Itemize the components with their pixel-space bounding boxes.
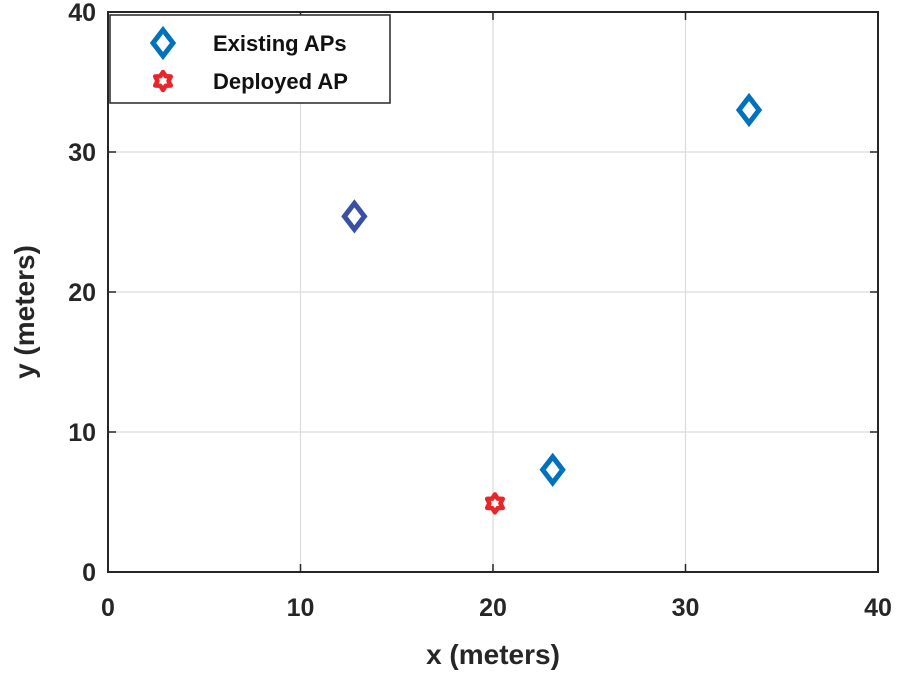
y-tick-label: 10	[68, 419, 96, 447]
y-tick-label: 0	[82, 559, 96, 587]
y-tick-labels: 0 10 20 30 40	[68, 0, 96, 587]
legend: Existing APs Deployed AP	[109, 14, 391, 104]
x-tick-label: 40	[864, 594, 892, 622]
y-axis-label: y (meters)	[9, 245, 40, 379]
x-tick-label: 20	[479, 594, 507, 622]
legend-box	[109, 14, 391, 104]
existing-ap-point	[539, 452, 566, 487]
existing-ap-point	[341, 199, 368, 234]
y-tick-label: 40	[68, 0, 96, 27]
legend-entries: Existing APs Deployed AP	[149, 25, 348, 94]
plot-frame	[107, 11, 879, 573]
data-points	[341, 92, 763, 515]
legend-marker-existing-aps	[149, 25, 177, 61]
x-axis-label: x (meters)	[426, 639, 560, 670]
x-tick-labels: 0 10 20 30 40	[101, 594, 892, 622]
legend-label: Existing APs	[213, 31, 347, 56]
x-tick-label: 30	[672, 594, 700, 622]
y-tick-label: 20	[68, 279, 96, 307]
legend-label: Deployed AP	[213, 69, 348, 94]
x-tick-label: 0	[101, 594, 115, 622]
existing-ap-point	[735, 92, 763, 128]
legend-marker-deployed-ap	[152, 69, 174, 93]
y-tick-label: 30	[68, 139, 96, 167]
deployed-ap-point	[484, 492, 505, 515]
x-tick-label: 10	[287, 594, 315, 622]
